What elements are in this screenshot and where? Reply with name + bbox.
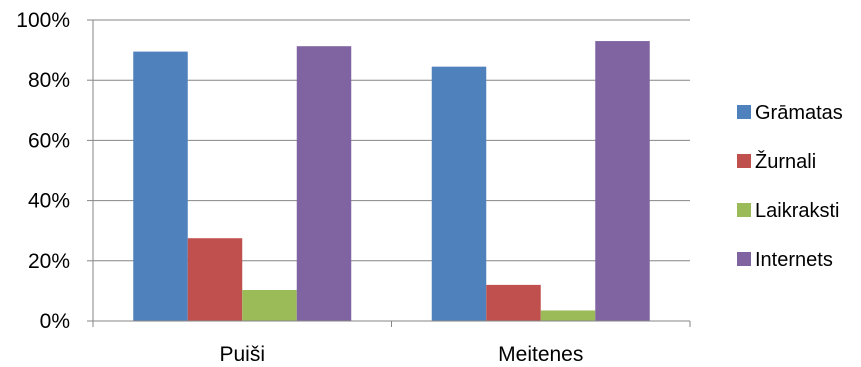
bars (133, 41, 650, 321)
bar-zurnali-2 (486, 284, 541, 321)
bar-internets-1 (296, 46, 352, 321)
x-category-label: Puiši (219, 343, 265, 366)
legend-label: Žurnali (755, 150, 816, 173)
legend-swatch (737, 105, 751, 119)
legend-label: Grāmatas (755, 102, 843, 124)
legend-label: Internets (755, 249, 833, 271)
legend-swatch (737, 154, 751, 168)
bar-laikraksti-1 (242, 289, 297, 321)
bar-zurnali-1 (187, 238, 243, 321)
legend-swatch (737, 203, 751, 217)
legend-swatch (737, 252, 751, 266)
x-axis-category-labels: Puiši Meitenes (219, 343, 583, 366)
gridlines (93, 19, 690, 262)
legend: Grāmatas Žurnali Laikraksti Internets (737, 102, 843, 271)
axes (87, 19, 691, 327)
bar-gramatas-1 (133, 51, 188, 321)
y-axis-tick-labels: 0% 20% 40% 60% 80% 100% (16, 9, 70, 333)
bar-gramatas-2 (431, 66, 487, 321)
y-tick-label: 20% (28, 250, 70, 273)
x-category-label: Meitenes (498, 343, 583, 366)
bar-laikraksti-2 (540, 310, 596, 321)
y-tick-label: 80% (28, 69, 70, 92)
y-tick-label: 100% (16, 9, 70, 32)
legend-label: Laikraksti (755, 200, 839, 222)
bar-internets-2 (595, 41, 650, 321)
y-tick-label: 0% (40, 310, 70, 333)
y-tick-label: 40% (28, 190, 70, 213)
y-tick-label: 60% (28, 129, 70, 152)
